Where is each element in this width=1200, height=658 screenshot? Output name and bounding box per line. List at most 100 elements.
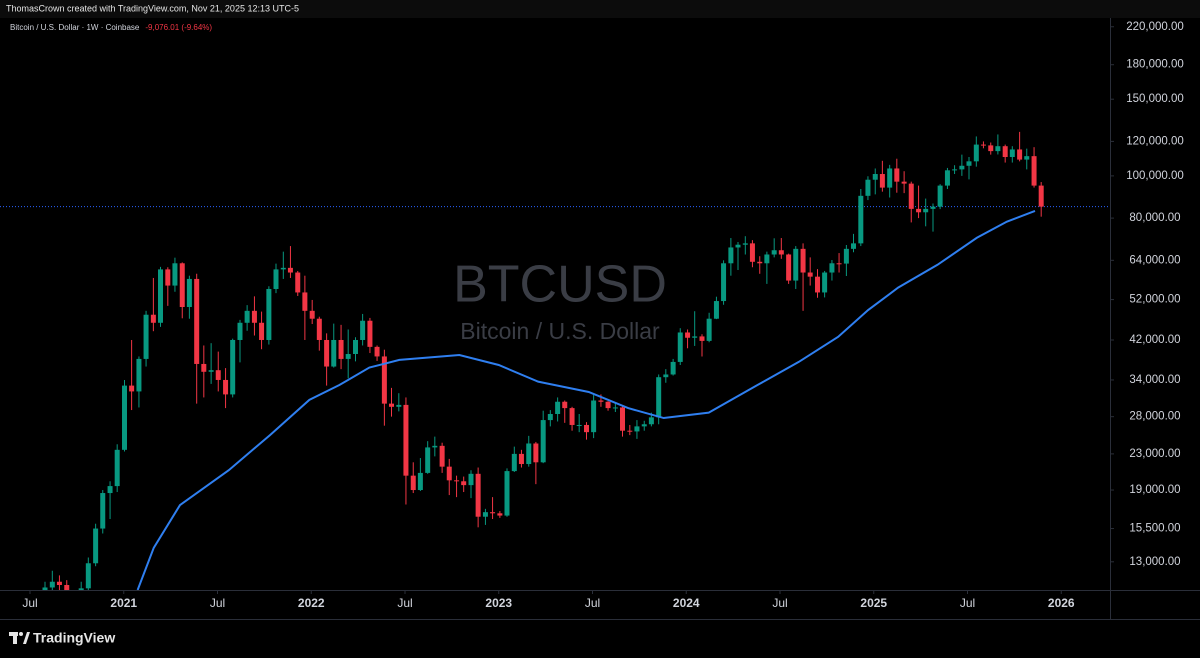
- candle-body: [851, 243, 856, 249]
- x-tick-label: 2025: [860, 596, 887, 610]
- candle-body: [699, 336, 705, 341]
- candle-body: [389, 403, 394, 407]
- candle-body: [620, 407, 625, 431]
- moving-average-line: [136, 209, 1036, 590]
- candle-body: [287, 267, 293, 273]
- candle-body: [107, 486, 113, 494]
- logo-part: [13, 632, 17, 644]
- header-text: ThomasCrown created with TradingView.com…: [6, 3, 299, 13]
- candle-body: [670, 361, 676, 375]
- x-tick-label: 2021: [110, 596, 137, 610]
- y-tick-label: 13,000.00: [1129, 556, 1180, 568]
- candle-body: [656, 377, 662, 418]
- candle-body: [461, 481, 467, 486]
- candle-body: [721, 263, 727, 302]
- candle-body: [959, 165, 965, 170]
- candle-body: [706, 318, 712, 341]
- candle-body: [800, 248, 806, 273]
- candle-body: [728, 247, 734, 264]
- candle-body: [403, 404, 409, 476]
- candle-body: [944, 170, 950, 186]
- candle-body: [490, 512, 496, 514]
- candle-body: [1002, 146, 1008, 158]
- candle-body: [201, 363, 207, 372]
- candle-body: [432, 445, 438, 448]
- logo-part: [19, 632, 23, 636]
- candle-body: [518, 453, 524, 465]
- candle-body: [475, 473, 481, 517]
- candle-body: [980, 144, 986, 146]
- y-tick-label: 23,000.00: [1129, 448, 1180, 460]
- candle-body: [879, 174, 885, 188]
- candle-body: [85, 563, 91, 589]
- candle-body: [353, 339, 358, 355]
- candle-body: [360, 320, 366, 340]
- candle-body: [887, 168, 893, 188]
- candle-body: [316, 318, 322, 340]
- x-tick-label: Jul: [772, 596, 787, 610]
- candle-body: [143, 314, 149, 359]
- candle-body: [749, 243, 755, 262]
- candle-body: [454, 480, 460, 482]
- candle-body: [908, 183, 914, 209]
- candle-body: [930, 206, 936, 209]
- candle-body: [1024, 156, 1030, 160]
- candle-body: [829, 263, 835, 273]
- x-tick-label: Jul: [585, 596, 600, 610]
- candle-body: [179, 263, 185, 308]
- candle-body: [627, 430, 633, 432]
- candle-body: [757, 261, 763, 264]
- candle-body: [1009, 149, 1015, 158]
- candle-body: [172, 263, 178, 286]
- candle-body: [778, 250, 784, 255]
- change-label: -9,076.01 (-9.64%): [145, 23, 212, 32]
- candle-body: [129, 385, 135, 392]
- candle-body: [208, 370, 214, 372]
- candle-body: [605, 401, 611, 409]
- candle-body: [677, 332, 683, 362]
- plot-area: [0, 131, 1110, 590]
- x-tick-label: 2024: [673, 596, 700, 610]
- candle-body: [374, 346, 380, 357]
- y-tick-label: 52,000.00: [1129, 294, 1180, 306]
- candle-body: [685, 332, 691, 338]
- candle-body: [331, 339, 337, 367]
- candle-body: [966, 161, 972, 166]
- candle-body: [843, 248, 849, 264]
- candle-body: [42, 587, 48, 590]
- logo-part: [23, 632, 30, 644]
- logo: [9, 632, 30, 644]
- candle-body: [815, 276, 820, 293]
- candle-body: [280, 267, 286, 270]
- candle-body: [576, 424, 582, 426]
- x-tick-label: Jul: [210, 596, 225, 610]
- candle-body: [634, 426, 640, 432]
- y-tick-label: 80,000.00: [1129, 212, 1180, 224]
- x-tick-label: Jul: [960, 596, 975, 610]
- candle-body: [78, 588, 84, 590]
- candle-body: [230, 339, 236, 395]
- candle-body: [1038, 185, 1044, 207]
- candle-body: [584, 424, 589, 433]
- candle-body: [417, 472, 423, 491]
- candle-body: [547, 413, 553, 421]
- candle-body: [865, 179, 871, 196]
- candle-body: [764, 254, 770, 264]
- candle-body: [555, 401, 561, 414]
- candle-body: [309, 310, 315, 319]
- candle-body: [266, 288, 272, 340]
- y-tick-label: 42,000.00: [1129, 334, 1180, 346]
- candle-body: [569, 408, 575, 425]
- candle-body: [836, 263, 842, 265]
- candle-body: [793, 248, 799, 281]
- candle-body: [114, 449, 120, 487]
- candle-body: [526, 443, 532, 465]
- candle-body: [894, 168, 900, 182]
- y-tick-label: 100,000.00: [1126, 170, 1184, 182]
- candle-body: [64, 585, 70, 590]
- candle-body: [194, 278, 200, 364]
- candle-body: [446, 466, 452, 481]
- brand: TradingView: [33, 630, 115, 646]
- y-tick-label: 120,000.00: [1126, 135, 1184, 147]
